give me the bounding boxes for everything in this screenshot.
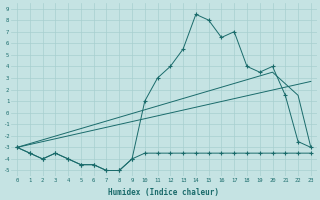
X-axis label: Humidex (Indice chaleur): Humidex (Indice chaleur)	[108, 188, 220, 197]
